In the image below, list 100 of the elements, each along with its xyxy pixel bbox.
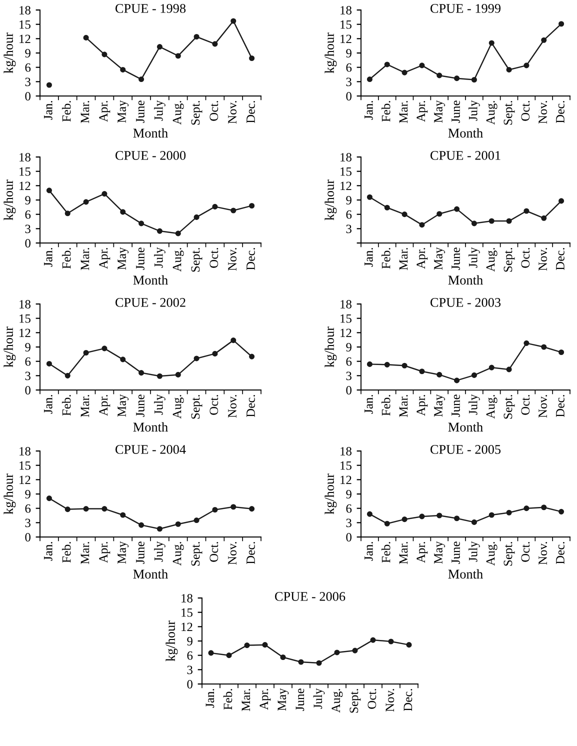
x-tick-label: June <box>452 100 460 123</box>
y-tick-label: 0 <box>25 386 30 394</box>
y-tick-label: 18 <box>340 153 352 162</box>
y-tick-label: 9 <box>25 49 30 58</box>
point <box>138 370 144 376</box>
x-axis-title: Month <box>133 569 168 579</box>
x-tick-label: Jan. <box>206 688 214 708</box>
point <box>506 66 512 72</box>
y-tick-label: 0 <box>187 680 192 688</box>
x-axis-title: Month <box>448 422 483 432</box>
y-tick-label: 18 <box>182 594 192 602</box>
point <box>334 650 340 656</box>
y-tick-label: 6 <box>346 504 352 513</box>
x-tick-label: Nov. <box>228 394 237 418</box>
point <box>454 206 460 212</box>
x-tick-label: Nov. <box>228 542 237 565</box>
x-tick-label: Aug. <box>486 100 498 125</box>
y-tick-label: 18 <box>340 300 352 308</box>
x-tick-label: Aug. <box>486 542 498 566</box>
point <box>156 526 162 532</box>
x-tick-label: May <box>434 541 446 564</box>
point <box>436 211 442 217</box>
y-axis-title: kg/hour <box>166 620 178 662</box>
y-tick-label: 12 <box>340 182 352 190</box>
y-axis-title: kg/hour <box>324 326 337 368</box>
point <box>249 202 255 209</box>
point <box>194 214 200 220</box>
x-tick-label: Mar. <box>80 394 90 418</box>
point <box>524 340 530 346</box>
y-tick-label: 18 <box>20 300 30 308</box>
point <box>156 228 162 234</box>
x-tick-label: Apr. <box>99 100 110 122</box>
x-tick-label: Sept. <box>191 542 202 566</box>
x-tick-label: July <box>154 100 166 121</box>
x-tick-label: Mar. <box>80 100 90 124</box>
point <box>366 361 372 367</box>
y-tick-label: 15 <box>20 167 30 176</box>
point <box>541 37 547 43</box>
y-tick-label: 12 <box>340 34 352 44</box>
x-tick-label: Apr. <box>260 688 271 710</box>
y-tick-label: 9 <box>346 196 352 204</box>
point <box>83 34 89 40</box>
chart-title: CPUE - 2004 <box>115 445 186 454</box>
x-tick-label: Oct. <box>210 542 218 562</box>
y-tick-label: 9 <box>187 637 192 646</box>
point <box>366 511 372 517</box>
point <box>120 512 126 518</box>
point <box>419 222 425 228</box>
x-tick-label: Mar. <box>399 394 408 418</box>
y-tick-label: 6 <box>346 210 352 219</box>
point <box>64 372 70 378</box>
point <box>370 637 376 643</box>
y-tick-label: 6 <box>25 357 31 366</box>
x-tick-label: Feb. <box>381 394 390 416</box>
x-tick-label: June <box>452 394 460 417</box>
point <box>558 349 564 356</box>
point <box>541 504 547 510</box>
point <box>102 191 108 197</box>
x-tick-label: July <box>468 247 480 268</box>
y-tick-label: 3 <box>346 518 352 528</box>
point <box>102 52 108 58</box>
point <box>419 62 425 68</box>
chart-title: CPUE - 2005 <box>430 445 501 454</box>
x-axis-title: Month <box>133 275 168 285</box>
y-tick-label: 6 <box>25 63 31 72</box>
point <box>249 55 255 62</box>
x-tick-label: Apr. <box>99 248 110 269</box>
x-tick-label: Jan. <box>364 542 373 561</box>
y-tick-label: 12 <box>182 622 192 632</box>
x-tick-label: June <box>136 542 144 564</box>
point <box>64 506 70 512</box>
y-axis-title: kg/hour <box>324 32 337 74</box>
y-tick-label: 18 <box>340 447 352 456</box>
x-tick-label: Apr. <box>99 394 110 416</box>
x-tick-label: June <box>452 542 460 564</box>
x-axis-title: Month <box>133 128 168 138</box>
x-tick-label: July <box>154 394 166 415</box>
point <box>194 34 200 40</box>
point <box>83 350 89 356</box>
y-axis-title: kg/hour <box>4 180 16 220</box>
y-tick-label: 15 <box>20 314 30 323</box>
point <box>212 350 218 356</box>
point <box>230 18 236 24</box>
y-tick-label: 0 <box>346 533 352 542</box>
x-tick-label: Dec. <box>404 688 412 712</box>
x-tick-label: July <box>154 247 166 268</box>
point <box>46 82 52 88</box>
point <box>175 521 181 527</box>
y-tick-label: 0 <box>346 386 352 394</box>
point <box>454 76 460 82</box>
y-tick-label: 12 <box>340 328 352 338</box>
x-tick-label: June <box>452 248 460 270</box>
point <box>402 516 408 522</box>
y-tick-label: 6 <box>346 357 352 366</box>
x-tick-label: Aug. <box>172 542 184 566</box>
x-tick-label: Sept. <box>191 100 202 125</box>
x-axis-title: Month <box>133 422 168 432</box>
point <box>384 520 390 526</box>
point <box>120 209 126 215</box>
point <box>488 364 494 370</box>
